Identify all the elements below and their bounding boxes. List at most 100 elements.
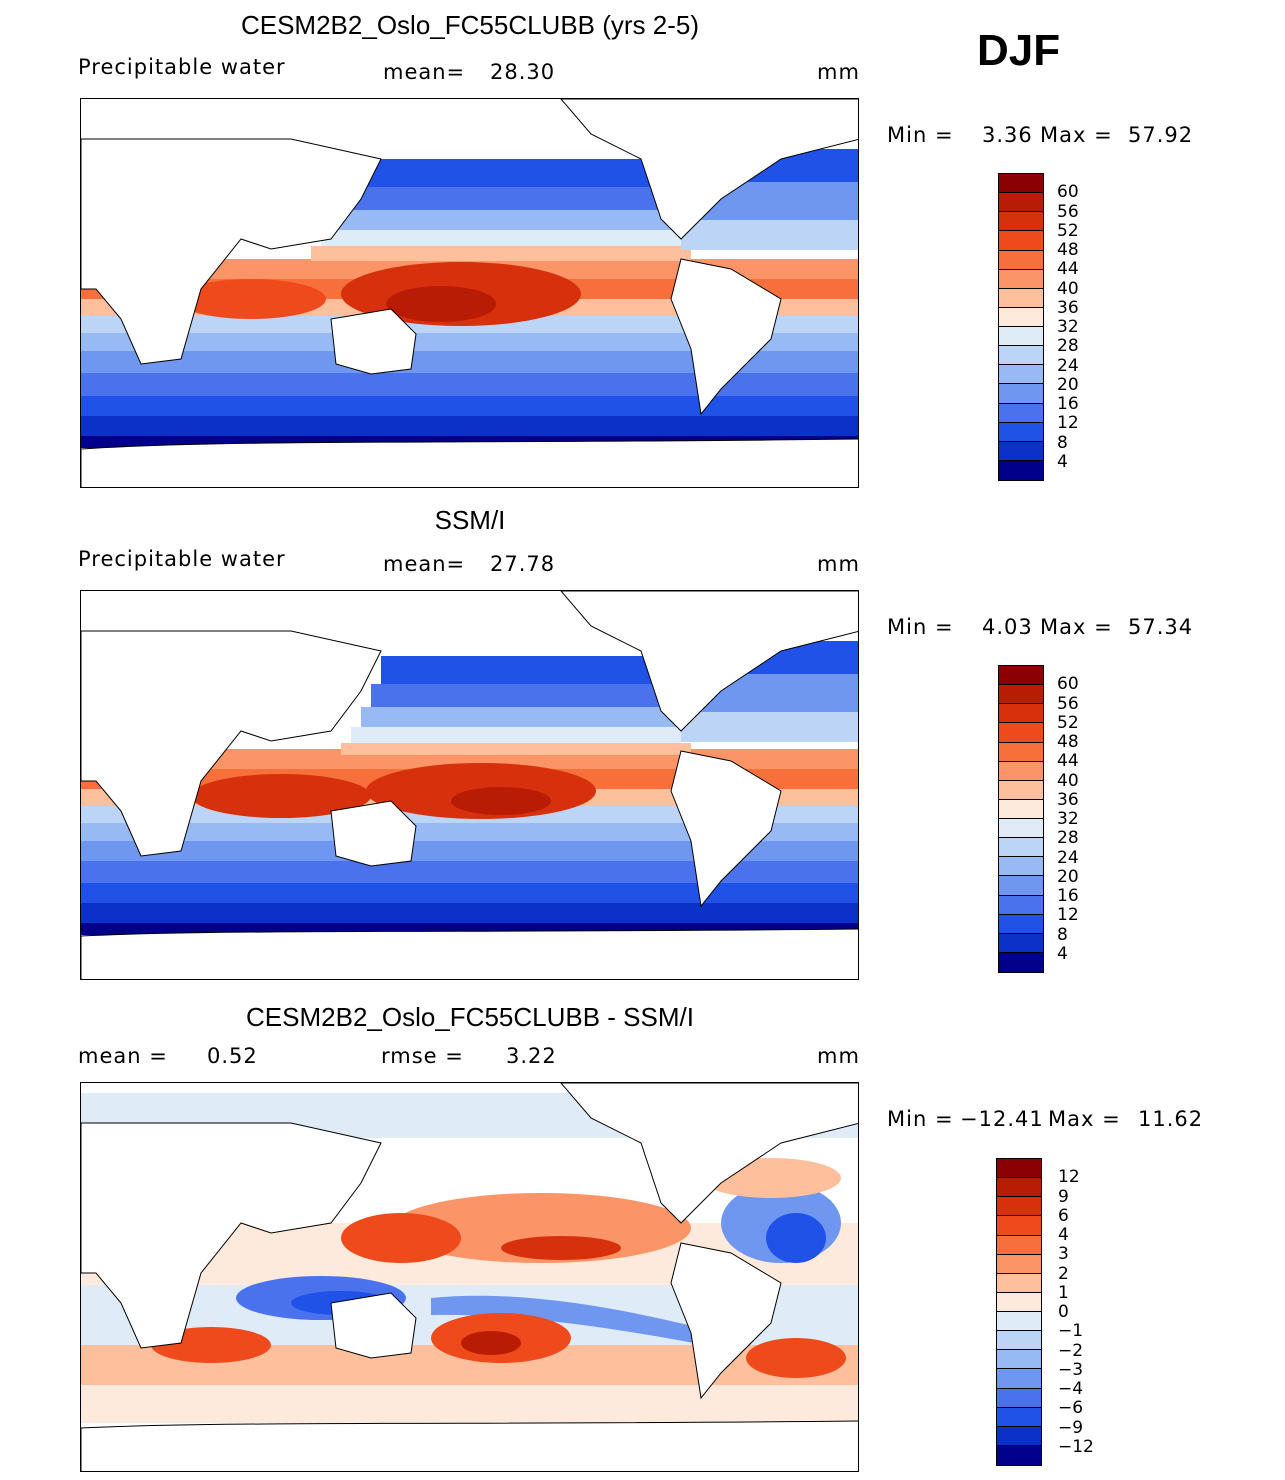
colorbar-tick-label: 60 <box>1057 182 1079 203</box>
panel3-rmse-value: 3.22 <box>506 1044 557 1068</box>
colorbar-swatch <box>997 1407 1041 1427</box>
panel3-rmse-label: rmse = <box>381 1044 464 1068</box>
colorbar-swatch <box>997 1159 1041 1179</box>
colorbar-swatch <box>999 327 1043 347</box>
panel3-title: CESM2B2_Oslo_FC55CLUBB - SSM/I <box>246 1002 694 1032</box>
colorbar-swatch <box>999 761 1043 781</box>
colorbar-tick-label: 6 <box>1058 1205 1069 1226</box>
colorbar-swatch <box>999 174 1043 194</box>
panel2-units: mm <box>817 552 860 576</box>
colorbar-swatch <box>999 231 1043 251</box>
colorbar-tick-label: −6 <box>1058 1398 1084 1419</box>
colorbar-swatch <box>997 1331 1041 1351</box>
colorbar-swatch <box>999 857 1043 877</box>
colorbar-swatch <box>997 1178 1041 1198</box>
colorbar-swatch <box>997 1273 1041 1293</box>
panel2-title: SSM/I <box>434 505 506 535</box>
colorbar-tick-label: 4 <box>1058 1225 1069 1245</box>
colorbar-tick-label: −9 <box>1058 1417 1084 1438</box>
panel1-title: CESM2B2_Oslo_FC55CLUBB (yrs 2-5) <box>240 10 700 40</box>
colorbar-swatch <box>999 723 1043 743</box>
colorbar-swatch <box>999 365 1043 385</box>
panel3-min-value: −12.41 <box>960 1107 1044 1131</box>
colorbar-swatch <box>997 1292 1041 1312</box>
colorbar-tick-label: 48 <box>1057 240 1079 260</box>
panel1-field <box>81 99 858 487</box>
panel1-units: mm <box>817 60 860 84</box>
panel3-units: mm <box>817 1044 860 1068</box>
colorbar-swatch <box>999 212 1043 232</box>
panel3-colorbar <box>996 1158 1042 1466</box>
colorbar-swatch <box>999 799 1043 819</box>
colorbar-swatch <box>997 1254 1041 1274</box>
colorbar-swatch <box>997 1445 1041 1465</box>
colorbar-swatch <box>997 1235 1041 1255</box>
colorbar-tick-label: 32 <box>1057 317 1079 337</box>
panel1-map <box>80 98 859 488</box>
colorbar-tick-label: 56 <box>1057 201 1079 222</box>
colorbar-tick-label: −2 <box>1058 1340 1084 1361</box>
panel3-mean-value: 0.52 <box>207 1044 258 1068</box>
colorbar-swatch <box>999 666 1043 686</box>
colorbar-swatch <box>999 704 1043 724</box>
colorbar-swatch <box>999 780 1043 800</box>
colorbar-tick-label: −3 <box>1058 1359 1084 1380</box>
colorbar-tick-label: 48 <box>1057 732 1079 752</box>
colorbar-tick-label: 1 <box>1058 1282 1069 1303</box>
colorbar-swatch <box>999 952 1043 972</box>
colorbar-tick-label: −12 <box>1058 1436 1094 1457</box>
panel1-max-value: 57.92 <box>1128 123 1194 147</box>
panel2-colorbar <box>998 665 1044 973</box>
colorbar-swatch <box>999 914 1043 934</box>
panel2-mean-label: mean= <box>383 552 466 576</box>
colorbar-tick-label: 12 <box>1057 413 1079 434</box>
panel3-max-label: Max = <box>1048 1107 1121 1131</box>
colorbar-swatch <box>999 384 1043 404</box>
colorbar-swatch <box>999 876 1043 896</box>
colorbar-tick-label: 40 <box>1057 278 1079 299</box>
panel3-mean-label: mean = <box>78 1044 168 1068</box>
colorbar-swatch <box>999 895 1043 915</box>
panel1-mean-label: mean= <box>383 60 466 84</box>
panel1-max-label: Max = <box>1040 123 1113 147</box>
colorbar-tick-label: 36 <box>1057 789 1079 810</box>
panel3-field <box>81 1083 858 1471</box>
panel1-variable-label: Precipitable water <box>78 55 286 79</box>
colorbar-tick-label: 9 <box>1058 1186 1069 1207</box>
colorbar-swatch <box>999 193 1043 213</box>
panel2-min-value: 4.03 <box>982 615 1033 639</box>
panel2-map <box>80 590 859 980</box>
colorbar-swatch <box>997 1350 1041 1370</box>
colorbar-swatch <box>999 288 1043 308</box>
colorbar-swatch <box>999 307 1043 327</box>
colorbar-swatch <box>997 1369 1041 1389</box>
colorbar-tick-label: 44 <box>1057 751 1079 772</box>
colorbar-tick-label: 12 <box>1058 1167 1080 1188</box>
colorbar-tick-label: 20 <box>1057 866 1079 887</box>
colorbar-tick-label: −1 <box>1058 1321 1084 1342</box>
panel3-map <box>80 1082 859 1472</box>
colorbar-swatch <box>999 269 1043 289</box>
colorbar-tick-label: 44 <box>1057 259 1079 280</box>
colorbar-tick-label: 20 <box>1057 374 1079 395</box>
panel1-min-value: 3.36 <box>982 123 1033 147</box>
colorbar-swatch <box>999 346 1043 366</box>
colorbar-tick-label: 8 <box>1057 924 1068 945</box>
colorbar-swatch <box>997 1426 1041 1446</box>
colorbar-tick-label: 28 <box>1057 336 1079 357</box>
colorbar-swatch <box>999 685 1043 705</box>
colorbar-swatch <box>999 933 1043 953</box>
colorbar-tick-label: 40 <box>1057 770 1079 791</box>
colorbar-tick-label: −4 <box>1058 1379 1084 1399</box>
colorbar-swatch <box>997 1197 1041 1217</box>
panel2-field <box>81 591 858 979</box>
colorbar-swatch <box>999 460 1043 480</box>
colorbar-tick-label: 52 <box>1057 220 1079 241</box>
panel1-mean-value: 28.30 <box>490 60 556 84</box>
panel1-colorbar <box>998 173 1044 481</box>
colorbar-swatch <box>999 403 1043 423</box>
colorbar-tick-label: 4 <box>1057 943 1068 964</box>
colorbar-swatch <box>999 250 1043 270</box>
colorbar-tick-label: 2 <box>1058 1263 1069 1284</box>
colorbar-tick-label: 3 <box>1058 1244 1069 1265</box>
